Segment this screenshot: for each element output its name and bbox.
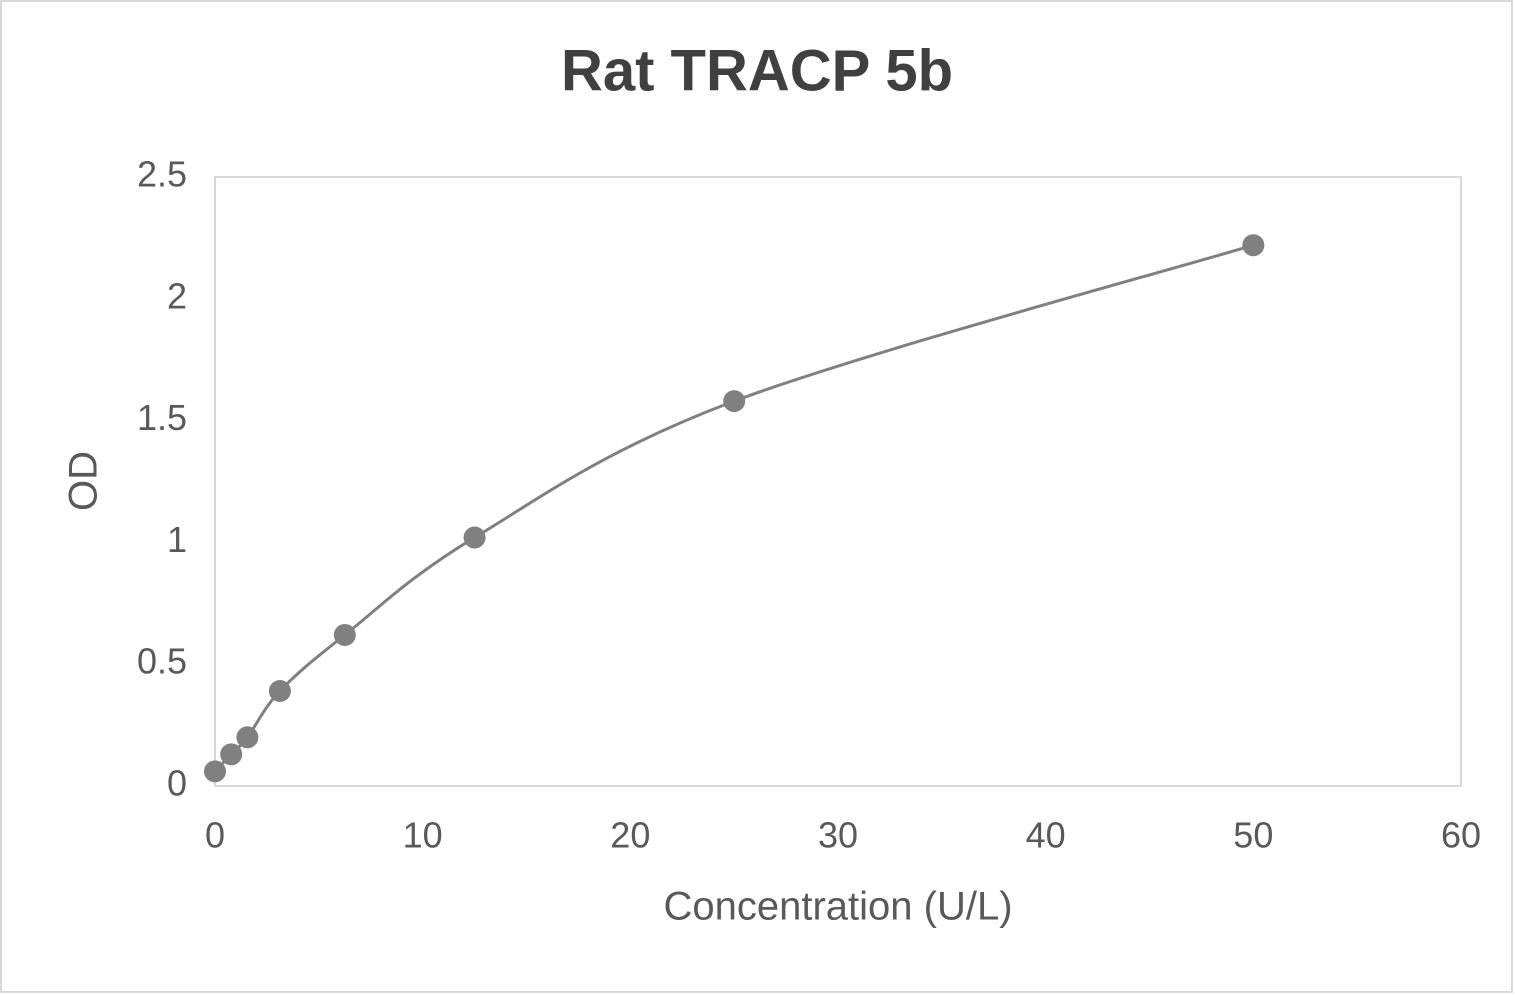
chart-title: Rat TRACP 5b	[561, 38, 953, 103]
x-tick-label: 20	[610, 815, 650, 856]
point	[268, 679, 291, 702]
point	[1242, 234, 1265, 257]
y-tick-label: 1	[167, 519, 187, 560]
y-axis-title: OD	[62, 451, 106, 511]
y-tick-label: 1.5	[137, 397, 187, 438]
y-tick-label: 0.5	[137, 641, 187, 682]
y-tick-label: 0	[167, 763, 187, 804]
point	[463, 526, 486, 549]
x-tick-label: 60	[1441, 815, 1481, 856]
plot-area	[214, 176, 1462, 787]
point	[220, 743, 243, 766]
x-tick-label: 30	[818, 815, 858, 856]
y-tick-label: 2.5	[137, 154, 187, 195]
point	[333, 623, 356, 646]
x-tick-label: 40	[1026, 815, 1066, 856]
x-tick-label: 50	[1233, 815, 1273, 856]
point	[236, 726, 259, 749]
x-tick-label: 10	[403, 815, 443, 856]
y-tick-label: 2	[167, 275, 187, 316]
point	[723, 390, 746, 413]
point	[204, 760, 226, 783]
x-tick-label: 0	[205, 815, 225, 856]
x-axis-title: Concentration (U/L)	[663, 885, 1012, 929]
